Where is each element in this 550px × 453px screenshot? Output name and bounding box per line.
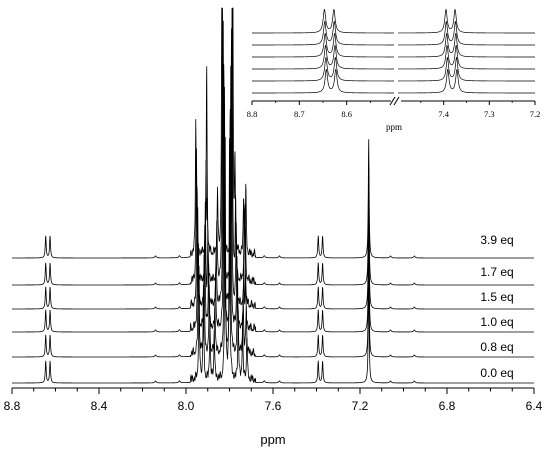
spectrum-trace-5 [12, 7, 534, 259]
series-label-2: 1.0 eq [480, 315, 513, 329]
series-label-1: 0.8 eq [480, 340, 513, 354]
inset-trace-0-4 [252, 20, 394, 46]
main-x-tick-label: 6.4 [526, 399, 543, 413]
inset-plot: 8.8 8.7 8.6 7.4 7.3 7.2 ppm [247, 2, 541, 132]
main-x-tick-label: 7.2 [352, 399, 369, 413]
main-x-tick-label: 7.6 [265, 399, 282, 413]
spectrum-trace-4 [12, 7, 534, 286]
main-plot: 8.8 8.4 8.0 7.6 7.2 6.8 6.4 0.0 eq 0.8 eq 1.0 eq… [4, 7, 543, 447]
spectrum-trace-2 [12, 64, 534, 333]
inset-trace-1-2 [397, 44, 535, 70]
inset-trace-1-3 [398, 32, 535, 58]
main-spectra-traces [12, 7, 534, 384]
inset-x-tick-label: 7.4 [438, 109, 449, 119]
spectrum-trace-1 [12, 86, 534, 358]
series-label-0: 0.0 eq [480, 366, 513, 380]
inset-x-tick-label: 8.7 [294, 109, 305, 119]
inset-background [250, 2, 540, 100]
inset-x-tick-label: 7.3 [484, 109, 495, 119]
spectrum-trace-0 [12, 136, 534, 384]
series-label-3: 1.5 eq [480, 290, 513, 304]
series-labels: 0.0 eq 0.8 eq 1.0 eq 1.5 eq 1.7 eq 3.9 eq [480, 233, 513, 380]
main-x-ticks: 8.8 8.4 8.0 7.6 7.2 6.8 6.4 [4, 388, 543, 413]
inset-x-axis-label: ppm [386, 122, 402, 132]
main-x-tick-label: 6.8 [439, 399, 456, 413]
inset-axis-break-mark [389, 96, 396, 106]
inset-x-tick-label: 8.6 [341, 109, 352, 119]
main-x-tick-label: 8.8 [4, 399, 21, 413]
inset-x-tick-label: 7.2 [530, 109, 541, 119]
inset-spectra-traces [252, 8, 535, 94]
inset-axis-break-mark [393, 96, 400, 106]
main-x-axis-label: ppm [260, 432, 285, 447]
inset-x-tick-label: 8.8 [247, 109, 258, 119]
main-x-tick-label: 8.0 [178, 399, 195, 413]
spectrum-trace-3 [12, 20, 534, 310]
inset-trace-0-1 [252, 56, 394, 82]
inset-trace-0-5 [252, 8, 394, 34]
inset-trace-1-4 [398, 20, 535, 46]
inset-trace-0-3 [252, 32, 394, 58]
inset-trace-1-1 [398, 56, 535, 82]
inset-trace-0-0 [252, 68, 394, 94]
series-label-5: 3.9 eq [480, 233, 513, 247]
inset-trace-1-5 [398, 8, 535, 34]
inset-x-axis: 8.8 8.7 8.6 7.4 7.3 7.2 [247, 96, 541, 119]
series-label-4: 1.7 eq [480, 265, 513, 279]
inset-trace-0-2 [252, 44, 394, 70]
main-x-tick-label: 8.4 [91, 399, 108, 413]
inset-trace-1-0 [398, 68, 535, 94]
